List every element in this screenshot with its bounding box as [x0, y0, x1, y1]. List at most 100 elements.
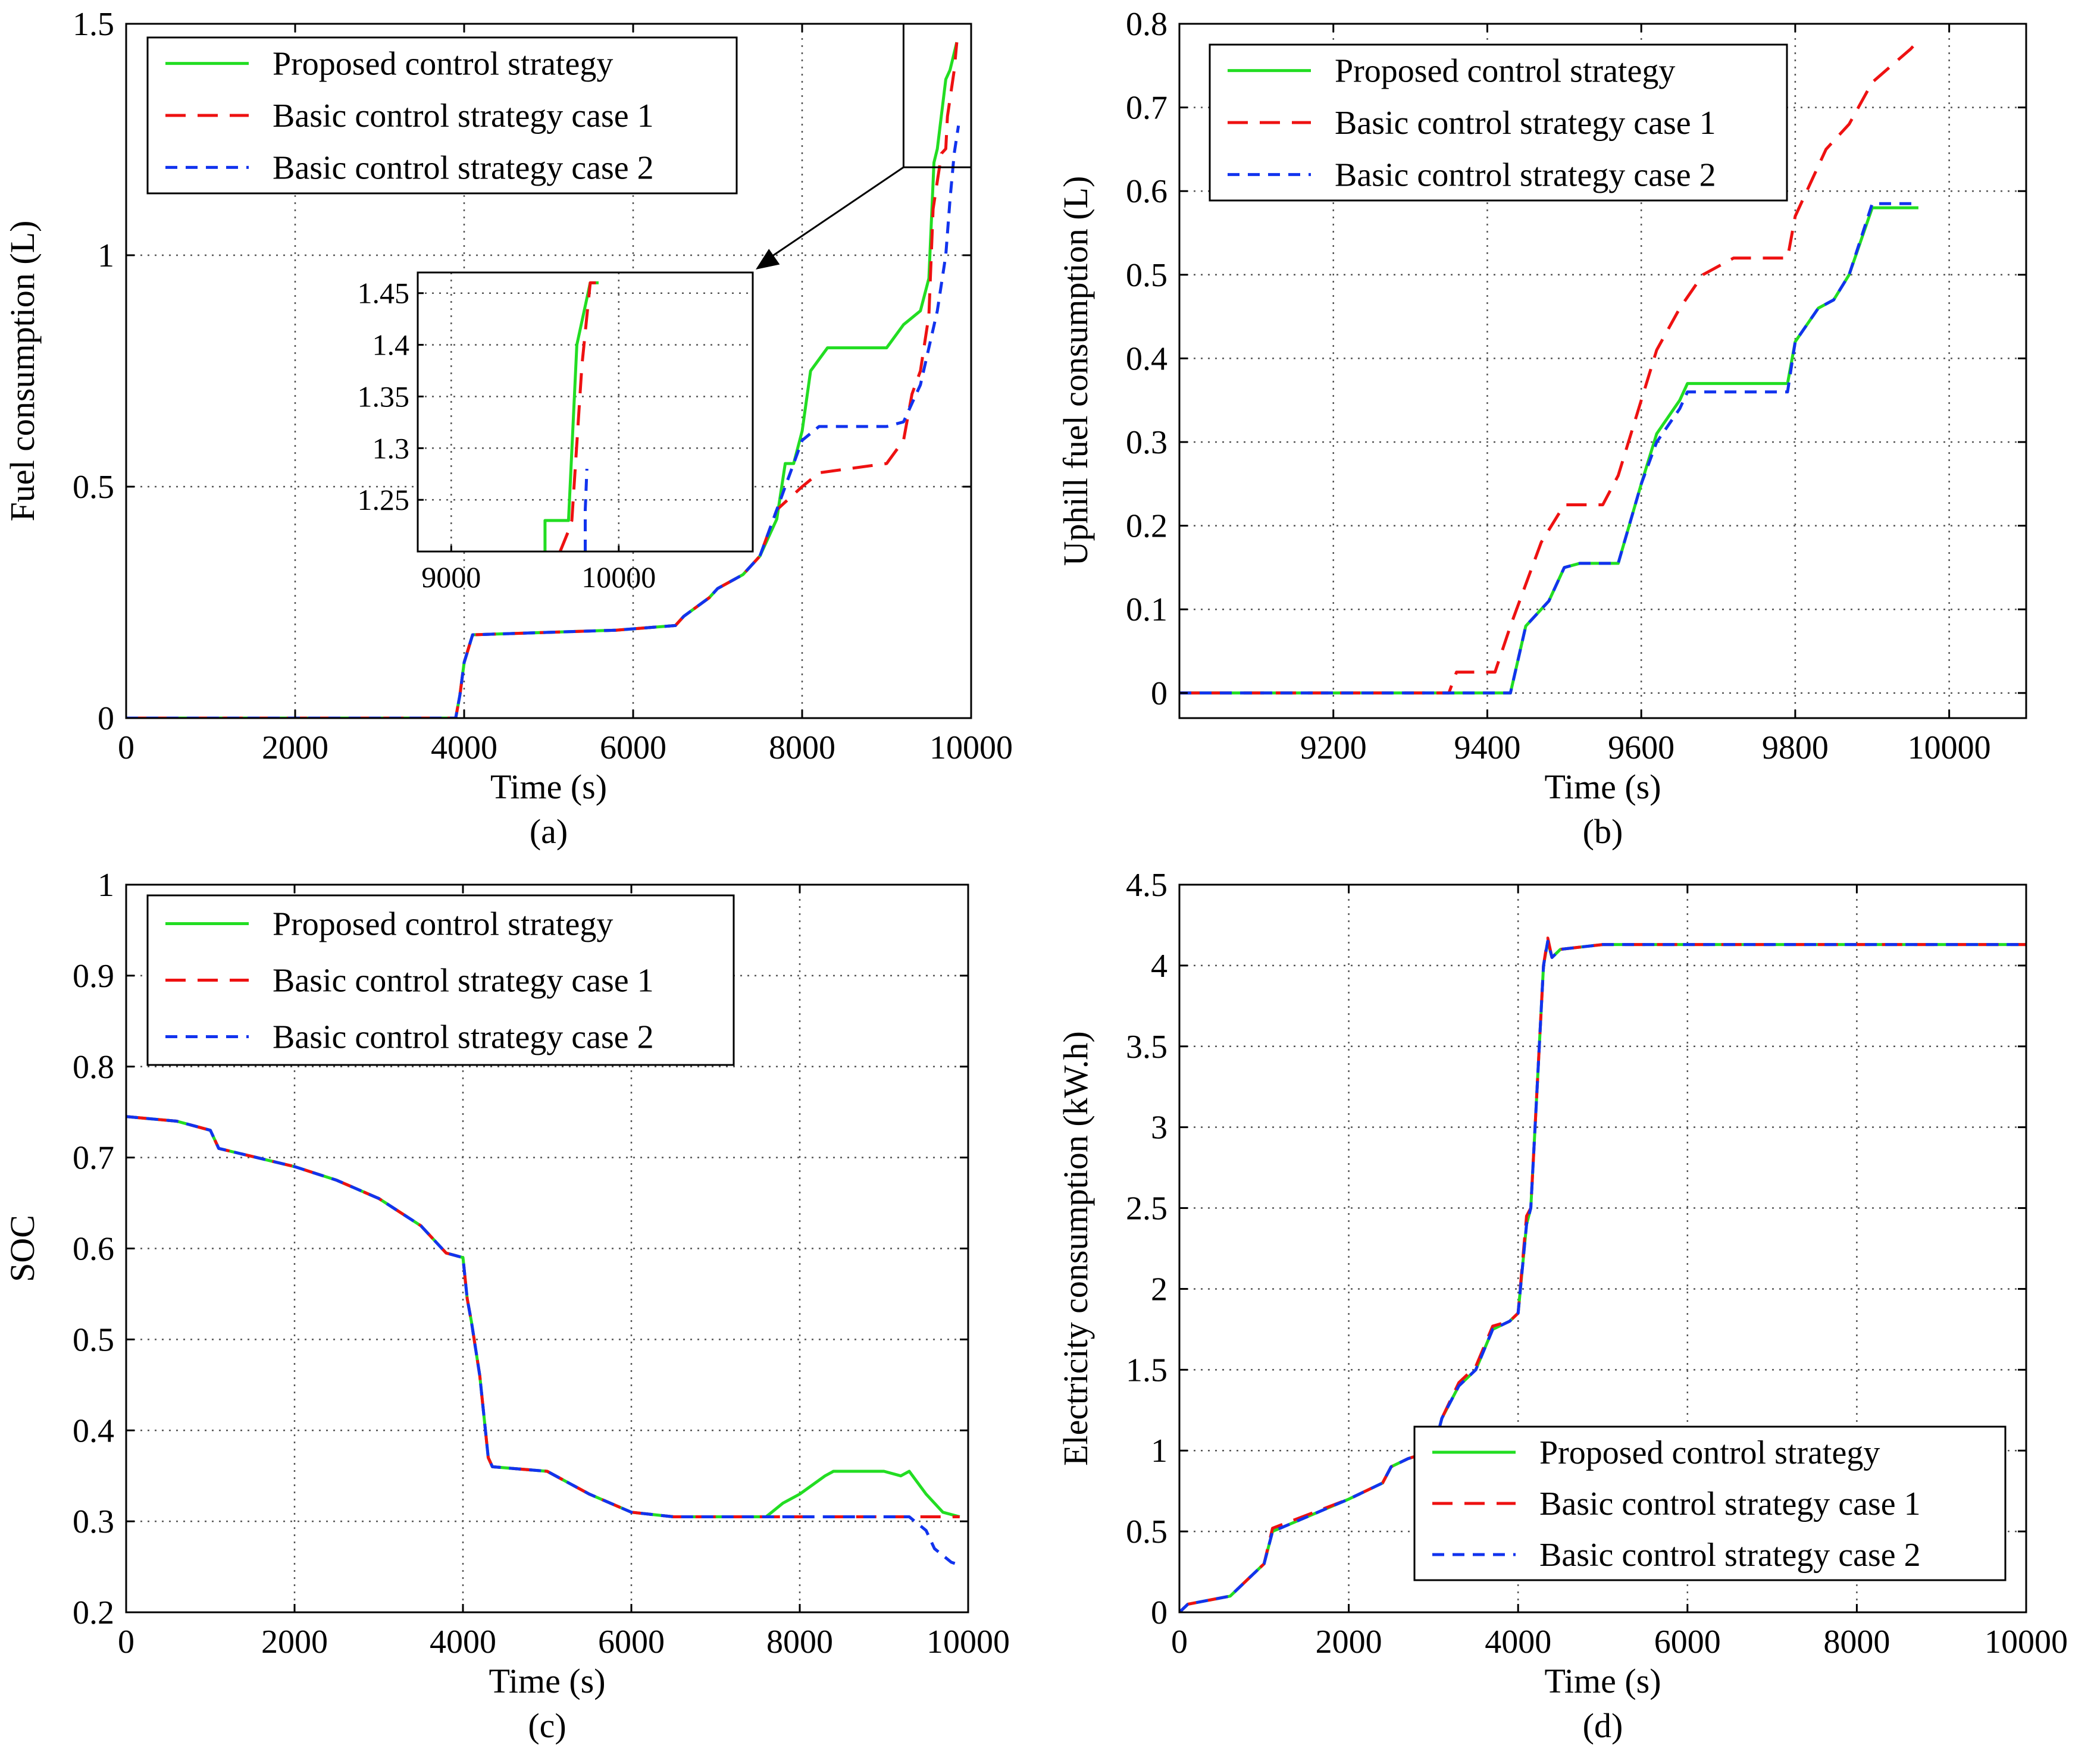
- x-tick-label: 0: [118, 729, 134, 766]
- y-tick-label: 1: [98, 237, 114, 274]
- zoom-arrow-line: [766, 166, 904, 261]
- legend-label: Proposed control strategy: [273, 906, 613, 943]
- plot-frame: [1178, 883, 2027, 1613]
- y-tick-label: 1.5: [73, 6, 114, 43]
- x-tick-label: 0: [118, 1624, 134, 1660]
- y-tick-label: 4.5: [1126, 867, 1167, 904]
- x-tick-label: 8000: [766, 1624, 833, 1660]
- legend-label: Basic control strategy case 2: [273, 1019, 654, 1056]
- x-axis-label: Time (s): [1544, 1662, 1661, 1700]
- y-tick-label: 0.5: [1126, 257, 1167, 294]
- series-line-case2: [1179, 202, 1918, 695]
- series-line-case2: [1179, 939, 2026, 1612]
- y-tick-label: 1: [1151, 1433, 1167, 1470]
- inset-frame: [417, 271, 754, 553]
- series-line-case1: [1179, 936, 2026, 1612]
- x-tick-label: 2000: [261, 1624, 328, 1660]
- x-tick-label: 8000: [1823, 1624, 1890, 1660]
- inset-y-tick-label: 1.35: [358, 380, 410, 413]
- legend-label: Basic control strategy case 1: [1539, 1486, 1921, 1522]
- series-line-case2: [126, 125, 960, 718]
- y-axis-label: Electricity consumption (kW.h): [1056, 1031, 1095, 1466]
- panel-caption: (d): [1583, 1706, 1623, 1745]
- legend-label: Basic control strategy case 2: [1539, 1537, 1921, 1574]
- legend-label: Proposed control strategy: [1539, 1434, 1880, 1471]
- x-tick-label: 6000: [598, 1624, 665, 1660]
- y-axis-label: Fuel consumption (L): [3, 221, 42, 522]
- zoom-arrow-head: [756, 249, 780, 270]
- y-tick-label: 0.8: [1126, 6, 1167, 43]
- x-tick-label: 2000: [1316, 1624, 1382, 1660]
- legend: Proposed control strategy Basic control s…: [146, 894, 735, 1066]
- y-tick-label: 0.7: [1126, 90, 1167, 127]
- y-tick-label: 0.3: [73, 1503, 114, 1540]
- x-tick-label: 9400: [1454, 729, 1520, 766]
- y-tick-label: 0.1: [1126, 591, 1167, 628]
- x-tick-label: 10000: [927, 1624, 1010, 1660]
- x-tick-label: 9800: [1762, 729, 1829, 766]
- x-tick-label: 2000: [262, 729, 328, 766]
- panel-caption: (c): [528, 1706, 566, 1745]
- y-tick-label: 4: [1151, 948, 1167, 985]
- x-axis-label: Time (s): [489, 1662, 605, 1700]
- y-tick-label: 3: [1151, 1110, 1167, 1146]
- series-line-case1: [1179, 39, 1920, 695]
- legend-label: Basic control strategy case 1: [273, 98, 654, 134]
- x-tick-label: 8000: [769, 729, 835, 766]
- y-tick-label: 0.2: [1126, 508, 1167, 545]
- x-tick-label: 9600: [1608, 729, 1674, 766]
- x-tick-label: 4000: [1485, 1624, 1551, 1660]
- y-tick-label: 0.3: [1126, 424, 1167, 461]
- y-tick-label: 2.5: [1126, 1190, 1167, 1227]
- y-tick-label: 3.5: [1126, 1029, 1167, 1066]
- panel-caption: (b): [1583, 812, 1623, 851]
- panel-a: 0 2000 4000 6000 8000 10000 0 0.5 1 1.5 Time (s) (a…: [3, 6, 1013, 851]
- y-tick-label: 0.5: [1126, 1514, 1167, 1550]
- x-tick-label: 4000: [431, 729, 497, 766]
- panel-c: 0 2000 4000 6000 8000 10000 0.2 0.3 0.4 0.5 0.6 0.7…: [3, 867, 1010, 1745]
- inset-series-case1: [558, 281, 597, 552]
- inset-y-tick-label: 1.4: [373, 328, 410, 362]
- x-tick-label: 6000: [600, 729, 666, 766]
- legend: Proposed control strategy Basic control s…: [1209, 43, 1788, 202]
- inset: 9000 10000 1.25 1.3 1.35 1.4 1.45: [358, 271, 754, 594]
- legend-label: Basic control strategy case 1: [1335, 105, 1716, 142]
- legend: Proposed control strategy Basic control s…: [146, 36, 738, 195]
- y-tick-label: 0: [1151, 675, 1167, 712]
- inset-x-tick-label: 9000: [421, 560, 481, 594]
- inset-y-tick-label: 1.3: [373, 431, 410, 465]
- x-tick-label: 10000: [1985, 1624, 2068, 1660]
- x-tick-label: 6000: [1654, 1624, 1721, 1660]
- y-tick-label: 0.9: [73, 958, 114, 995]
- y-tick-label: 0.6: [1126, 173, 1167, 210]
- y-tick-label: 0: [1151, 1594, 1167, 1631]
- panel-caption: (a): [530, 812, 568, 851]
- y-tick-label: 0.4: [1126, 340, 1167, 377]
- y-tick-label: 2: [1151, 1271, 1167, 1308]
- y-tick-label: 0.6: [73, 1231, 114, 1268]
- legend-label: Proposed control strategy: [1335, 53, 1675, 90]
- x-tick-label: 4000: [430, 1624, 496, 1660]
- series-line-case2: [126, 1115, 960, 1566]
- legend: Proposed control strategy Basic control s…: [1413, 1425, 2007, 1581]
- panel-b: 9200 9400 9600 9800 10000 0 0.1 0.2 0.3 0.4 0.5 0.6…: [1056, 6, 2027, 851]
- zoom-region-box: [902, 23, 972, 168]
- y-tick-label: 0.5: [73, 1321, 114, 1358]
- legend-label: Basic control strategy case 2: [1335, 156, 1716, 193]
- x-axis-label: Time (s): [1544, 767, 1661, 806]
- inset-y-tick-label: 1.45: [358, 277, 410, 310]
- y-tick-label: 0.4: [73, 1412, 114, 1449]
- x-tick-label: 10000: [1908, 729, 1991, 766]
- y-tick-label: 0.2: [73, 1594, 114, 1631]
- y-tick-label: 0.5: [73, 469, 114, 506]
- inset-x-tick-label: 10000: [581, 560, 656, 594]
- plot-frame: [1178, 23, 2027, 719]
- inset-series-case2: [584, 468, 589, 552]
- x-tick-label: 0: [1171, 1624, 1188, 1660]
- x-axis-label: Time (s): [490, 767, 607, 806]
- y-axis-label: SOC: [3, 1215, 42, 1282]
- x-tick-label: 10000: [929, 729, 1013, 766]
- y-tick-label: 1.5: [1126, 1352, 1167, 1389]
- legend-label: Basic control strategy case 2: [273, 149, 654, 186]
- series-line-proposed: [1179, 206, 1918, 695]
